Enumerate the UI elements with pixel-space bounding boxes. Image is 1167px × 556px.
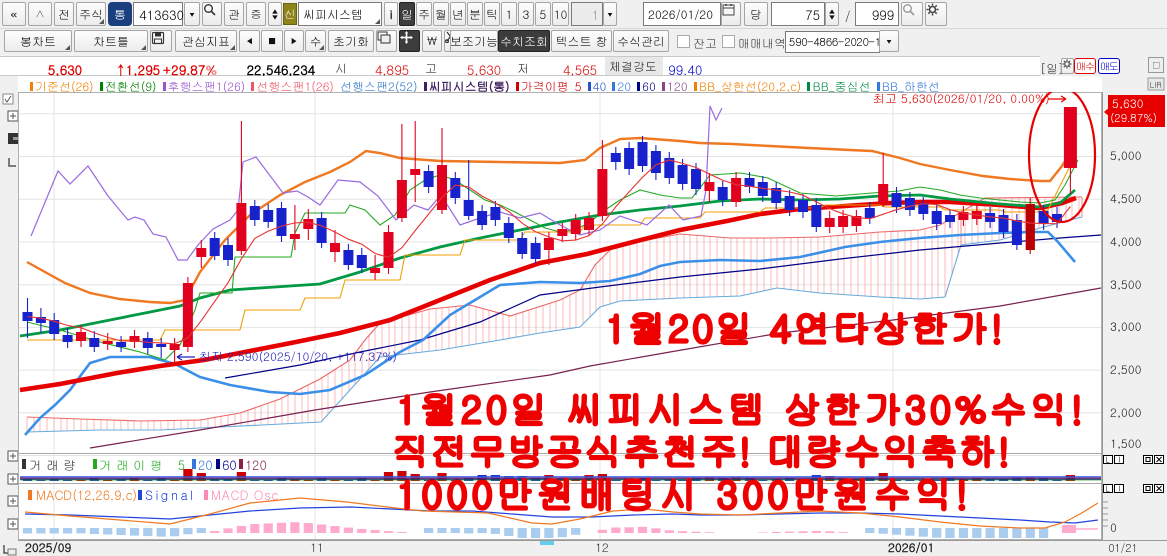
svg-text:0: 0 [1110,519,1117,536]
svg-text:2026/01: 2026/01 [888,539,934,556]
svg-text:4,000: 4,000 [1110,233,1142,250]
svg-text:1,500: 1,500 [1110,435,1142,452]
svg-text:20: 20 [198,456,212,474]
svg-text:1000만원배팅시 300만원수익!: 1000만원배팅시 300만원수익! [396,467,968,519]
svg-text:3,000: 3,000 [1110,318,1142,335]
svg-text:1월20일 씨피시스템 상한가30%수익!: 1월20일 씨피시스템 상한가30%수익! [396,382,1083,434]
svg-text:(29.87%): (29.87%) [1110,111,1157,126]
svg-text:11: 11 [310,539,324,556]
svg-text:2025/09: 2025/09 [25,539,72,556]
svg-text:LIR: LIR [1150,80,1162,91]
svg-text:L: L [1106,455,1110,466]
svg-text:5,000: 5,000 [1110,147,1142,164]
svg-text:01/21: 01/21 [1108,541,1138,556]
svg-text:2,500: 2,500 [1110,361,1142,378]
svg-text:직전무방공식추천주! 대량수익축하!: 직전무방공식추천주! 대량수익축하! [392,424,1010,476]
svg-text:MACD Osc: MACD Osc [211,486,279,504]
svg-text:L: L [1106,484,1110,495]
svg-text:최저 2,590(2025/10/20, +117.37%): 최저 2,590(2025/10/20, +117.37%) [199,348,397,365]
svg-text:3,500: 3,500 [1110,276,1142,293]
svg-text:120: 120 [245,456,267,474]
svg-text:60: 60 [222,456,236,474]
svg-text:거래이평: 거래이평 [99,456,167,474]
svg-text:거래량: 거래량 [29,456,80,474]
svg-text:4,500: 4,500 [1110,190,1142,207]
svg-text:5: 5 [178,456,185,474]
svg-text:5,630: 5,630 [1112,95,1144,112]
svg-text:Signal: Signal [145,486,196,504]
svg-text:I: I [1118,484,1120,495]
svg-text:최고 5,630(2026/01/20, 0.00%): 최고 5,630(2026/01/20, 0.00%) [873,90,1050,107]
svg-text:MACD(12,26,9,c): MACD(12,26,9,c) [36,486,137,504]
svg-text:12: 12 [595,539,609,556]
svg-text:1월20일 4연타상한가!: 1월20일 4연타상한가! [605,301,1003,353]
svg-text:2,000: 2,000 [1110,404,1142,421]
svg-text:I: I [1118,455,1120,466]
